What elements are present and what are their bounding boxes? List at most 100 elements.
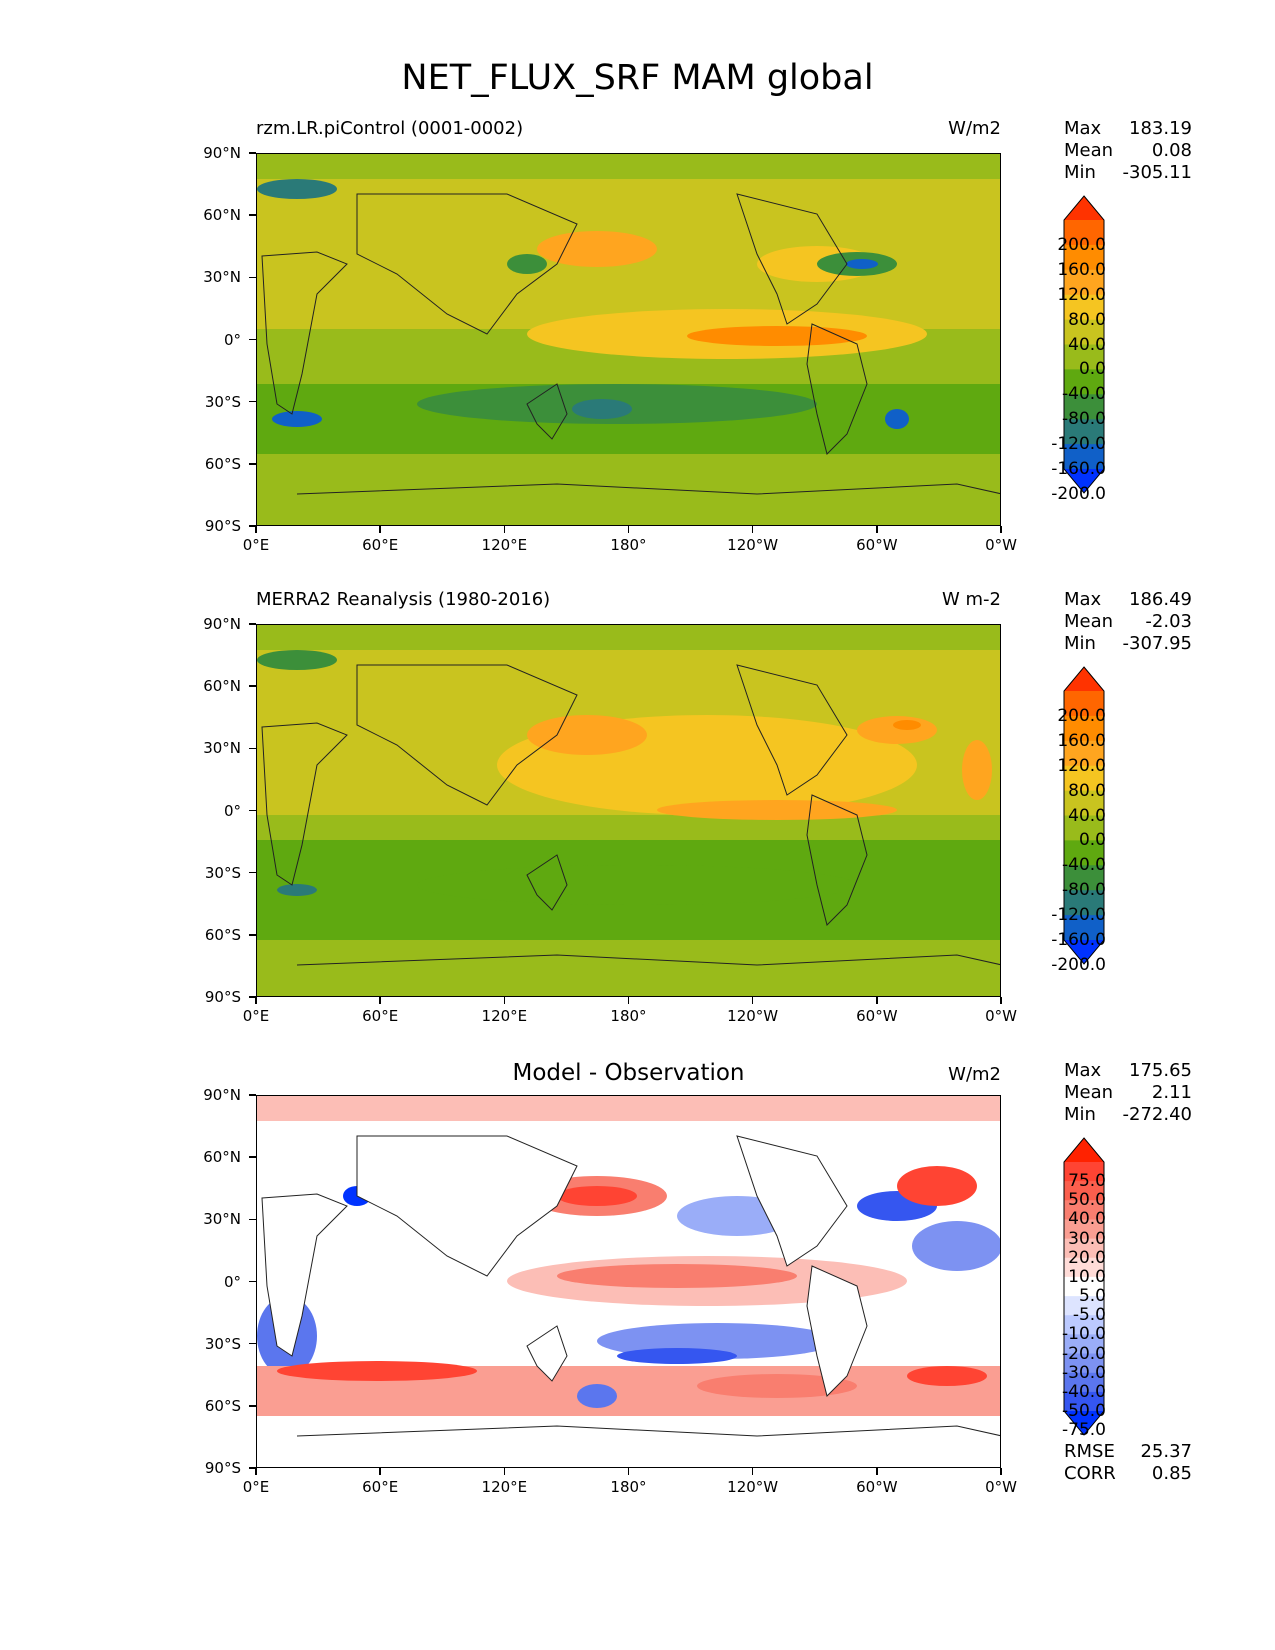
colorbar-outline: [1063, 195, 1105, 494]
colorbar-tick-label: 120.0: [1057, 284, 1106, 305]
colorbar-tick-label: -75.0: [1062, 1420, 1106, 1441]
colorbar-tick-label: 0.0: [1078, 359, 1106, 380]
y-tick-mark: [249, 463, 256, 465]
colorbar-swatch: [1064, 1372, 1104, 1393]
x-tick-label: 120°W: [727, 536, 779, 554]
colorbar-swatch: [1064, 1162, 1104, 1182]
x-tick-mark: [255, 1468, 257, 1475]
colorbar-tick-label: 200.0: [1057, 234, 1106, 255]
x-tick-mark: [1000, 997, 1002, 1004]
stat-label: Max: [1064, 589, 1102, 610]
y-tick-label: 30°S: [204, 1334, 241, 1353]
y-tick-mark: [249, 1280, 256, 1283]
stat-label: Max: [1064, 118, 1102, 139]
colorbar-swatch: [1064, 1181, 1104, 1201]
y-tick-label: 90°N: [203, 1086, 241, 1104]
x-tick-label: 60°E: [362, 1478, 399, 1496]
colorbar-swatch: [1064, 865, 1104, 891]
y-tick-mark: [249, 871, 256, 874]
metrics-block: RMSE 25.37 CORR 0.85: [1064, 1441, 1192, 1485]
colorbar-tick-label: -120.0: [1051, 434, 1106, 455]
colorbar-tick-label: 200.0: [1057, 705, 1106, 726]
colorbar-swatch: [1064, 1276, 1104, 1297]
x-tick-mark: [1000, 1468, 1002, 1475]
colorbar-tick-label: -80.0: [1062, 880, 1106, 901]
colorbar-swatch: [1064, 196, 1104, 220]
stat-label: Mean: [1064, 140, 1114, 161]
colorbar-tick-label: -50.0: [1062, 1401, 1106, 1421]
y-tick-label: 60°N: [203, 206, 241, 225]
stat-value: 186.49: [1129, 589, 1192, 610]
colorbar-tick-label: -40.0: [1062, 855, 1106, 876]
y-tick-label: 30°N: [203, 1210, 241, 1229]
colorbar-tick-label: -120.0: [1051, 905, 1106, 926]
x-tick-mark: [876, 526, 878, 533]
colorbar: [1063, 195, 1105, 494]
x-tick-label: 0°E: [242, 1478, 270, 1496]
stat-value: -2.03: [1145, 611, 1192, 632]
panel-title-left: rzm.LR.piControl (0001-0002): [256, 118, 524, 139]
colorbar-swatch: [1064, 369, 1104, 395]
y-tick-mark: [249, 809, 256, 812]
colorbar-tick-label: -160.0: [1051, 930, 1106, 950]
x-tick-label: 0°W: [985, 1478, 1017, 1496]
colorbar-swatch: [1064, 1138, 1104, 1162]
map-difference: [256, 1095, 1001, 1468]
colorbar-tick-label: -80.0: [1062, 409, 1106, 430]
y-tick-mark: [249, 1218, 256, 1221]
colorbar-tick-label: -10.0: [1062, 1324, 1106, 1345]
x-tick-mark: [379, 1468, 381, 1475]
y-tick-mark: [249, 747, 256, 750]
x-tick-label: 0°E: [242, 536, 270, 554]
y-tick-label: 0°: [223, 330, 241, 349]
x-tick-label: 120°E: [481, 536, 528, 554]
y-tick-label: 90°N: [203, 615, 241, 633]
colorbar-swatch: [1064, 1411, 1104, 1435]
colorbar-swatch: [1064, 1334, 1104, 1355]
colorbar-tick-label: 30.0: [1068, 1228, 1106, 1249]
colorbar-swatch: [1064, 419, 1104, 445]
stat-value: -307.95: [1122, 633, 1192, 654]
colorbar-tick-label: 80.0: [1068, 780, 1106, 801]
y-tick-mark: [249, 214, 256, 216]
y-tick-label: 30°N: [203, 739, 241, 758]
colorbar: [1063, 666, 1105, 965]
x-tick-label: 60°E: [362, 536, 399, 554]
x-tick-mark: [751, 1468, 754, 1475]
y-tick-mark: [249, 525, 256, 527]
colorbar-swatch: [1064, 269, 1104, 296]
colorbar-tick-label: 10.0: [1068, 1266, 1106, 1287]
rmse-label: RMSE: [1064, 1441, 1115, 1462]
stat-row: Min -307.95: [1064, 633, 1192, 655]
x-tick-mark: [379, 997, 381, 1004]
colorbar-swatch: [1064, 790, 1104, 816]
stat-row: Max 186.49: [1064, 589, 1192, 611]
colorbar-swatch: [1064, 815, 1104, 841]
stat-row: Mean -2.03: [1064, 611, 1192, 633]
corr-value: 0.85: [1151, 1463, 1192, 1484]
y-tick-label: 90°S: [204, 988, 241, 1006]
colorbar-tick-label: 40.0: [1068, 334, 1106, 355]
y-tick-mark: [249, 152, 256, 154]
stats-block: Max 183.19 Mean 0.08 Min -305.11: [1064, 118, 1192, 184]
colorbar-tick-label: 120.0: [1057, 755, 1106, 776]
x-tick-mark: [876, 1468, 878, 1475]
stat-value: 175.65: [1129, 1060, 1192, 1081]
y-tick-mark: [249, 338, 256, 341]
y-tick-mark: [249, 623, 256, 625]
stat-row: Max 175.65: [1064, 1060, 1192, 1082]
colorbar-tick-label: -20.0: [1062, 1343, 1106, 1364]
y-tick-mark: [249, 276, 256, 279]
stat-label: Mean: [1064, 611, 1114, 632]
rmse-value: 25.37: [1140, 1441, 1192, 1462]
colorbar-swatch: [1064, 840, 1104, 866]
colorbar-swatch: [1064, 469, 1104, 493]
stat-row: Mean 0.08: [1064, 140, 1192, 162]
colorbar-tick-label: 160.0: [1057, 730, 1106, 751]
colorbar-swatch: [1064, 915, 1104, 941]
x-tick-mark: [503, 997, 506, 1004]
x-tick-label: 60°E: [362, 1007, 399, 1025]
colorbar-swatch: [1064, 394, 1104, 420]
colorbar-outline: [1063, 1137, 1105, 1436]
x-tick-mark: [627, 1468, 630, 1475]
